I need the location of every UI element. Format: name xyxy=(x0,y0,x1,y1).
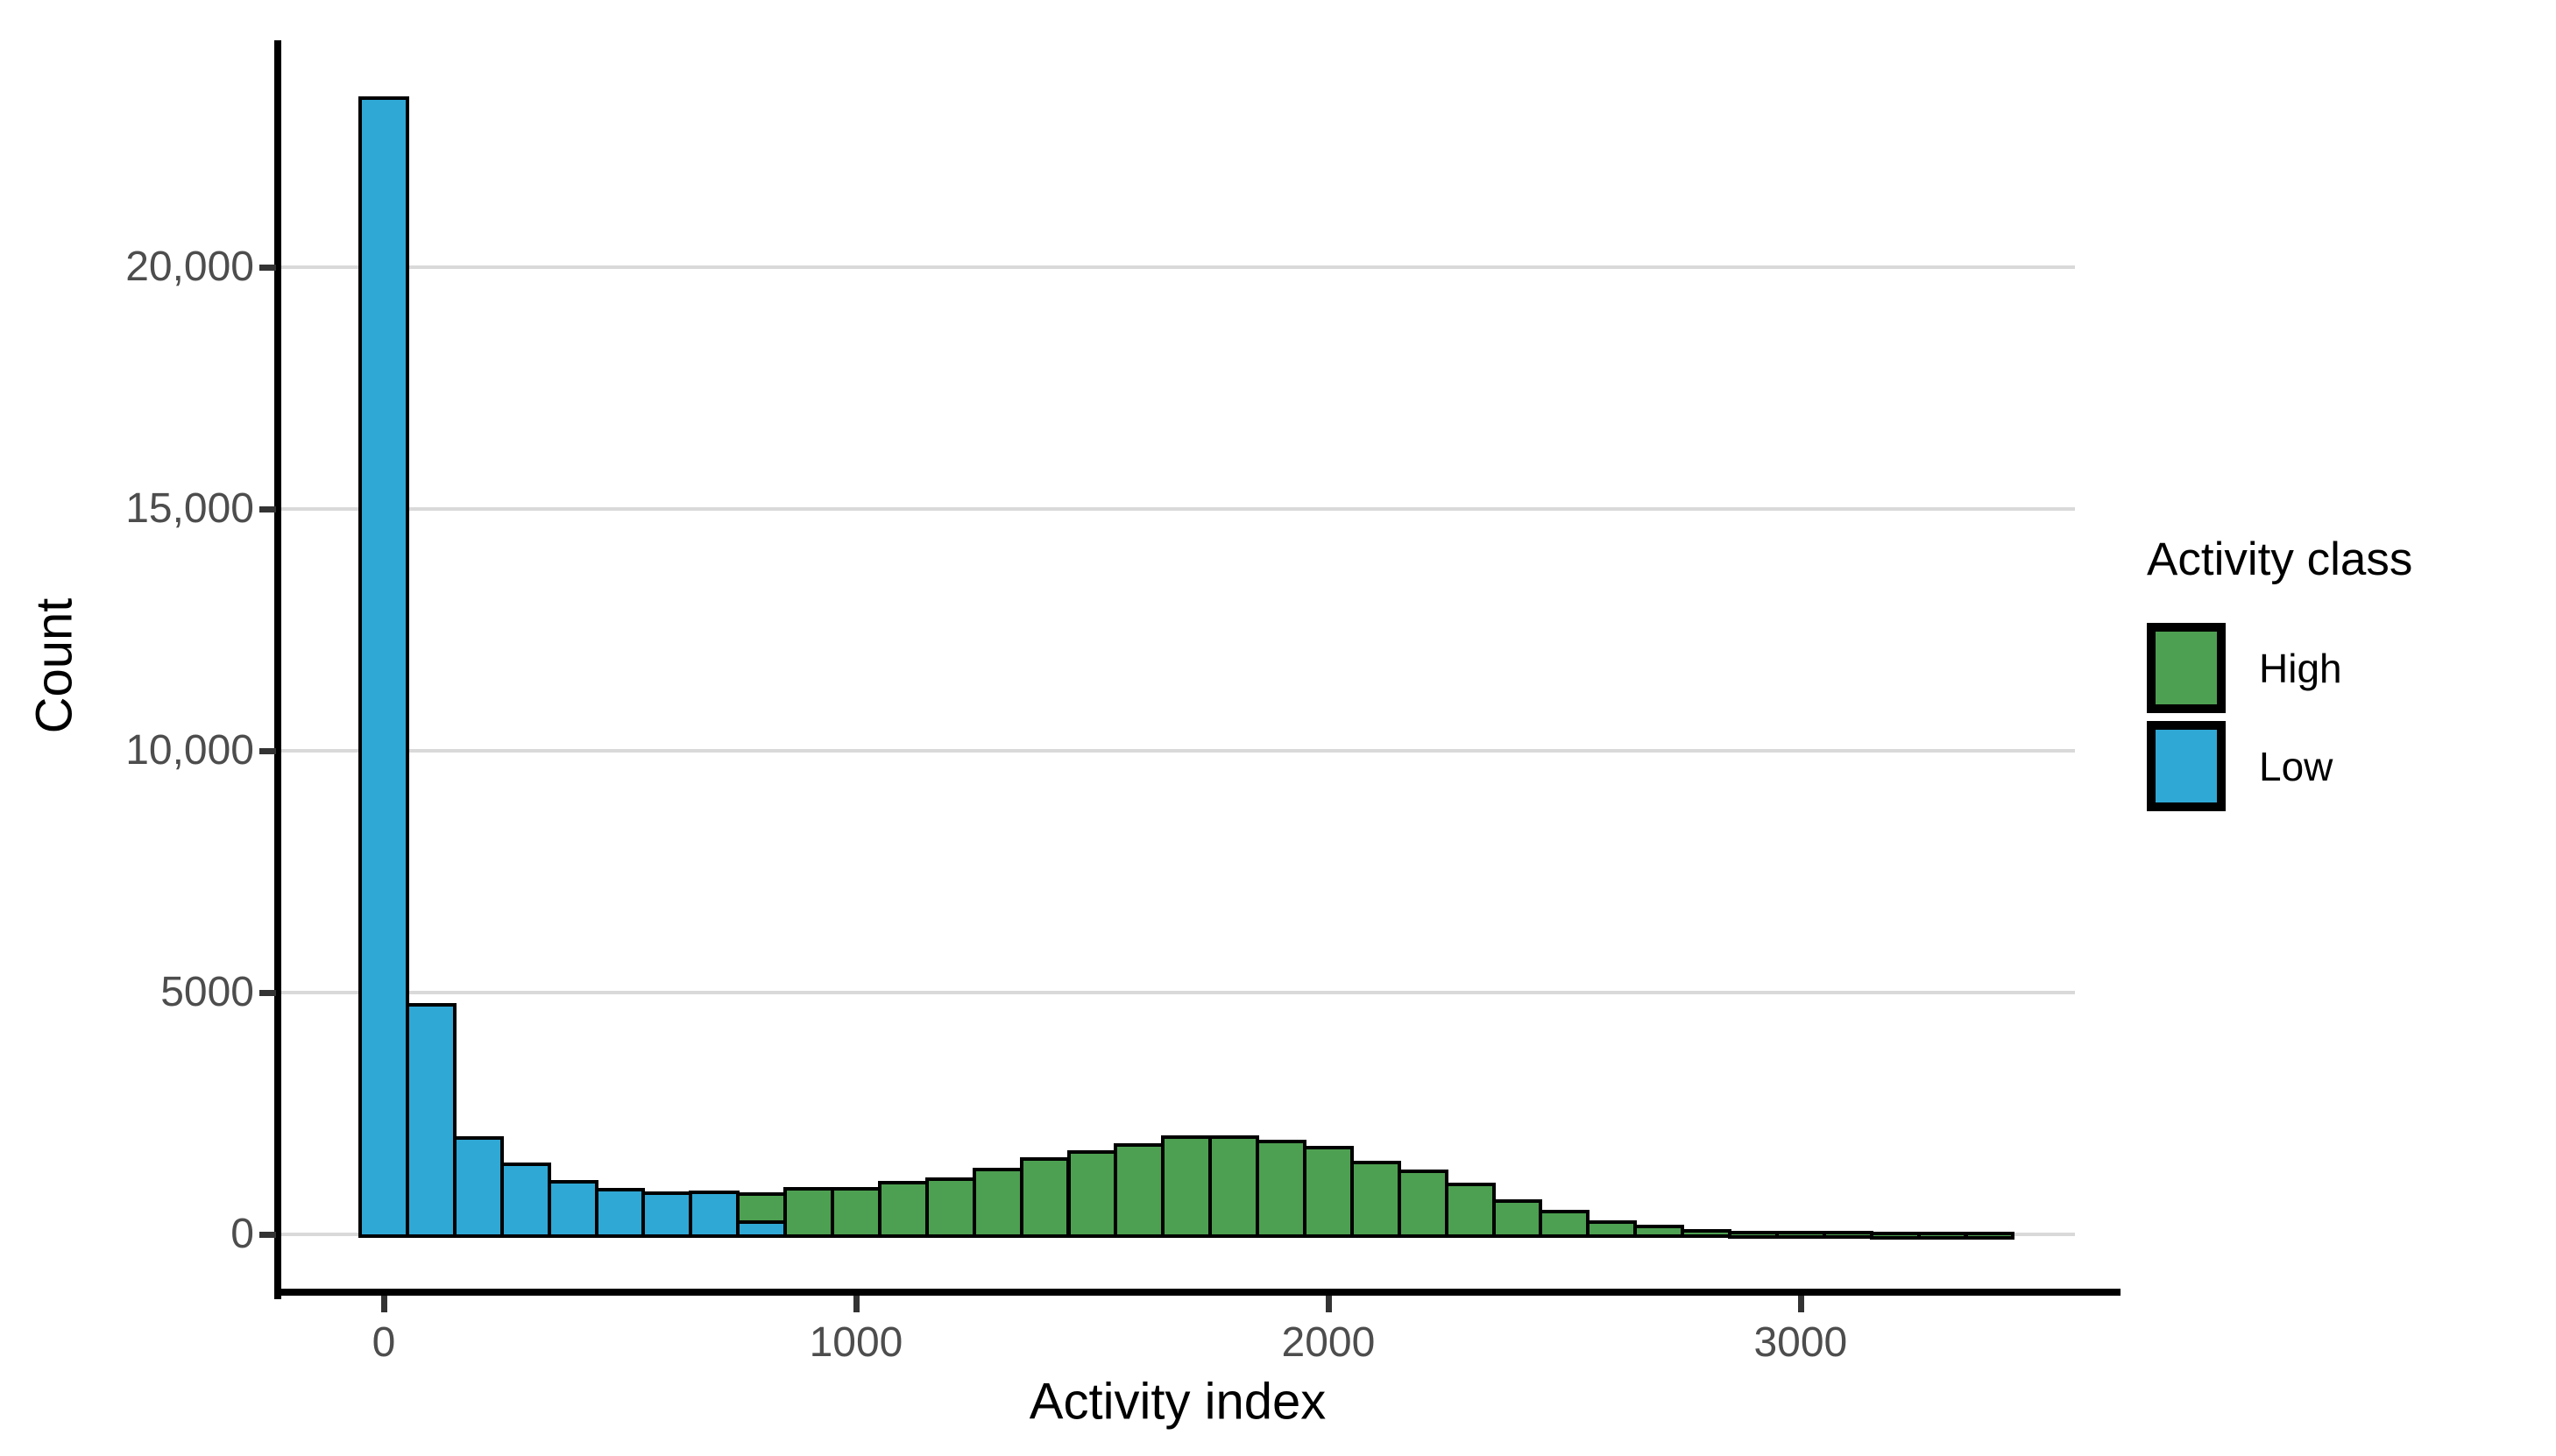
histogram-bar-high xyxy=(1916,1231,1968,1240)
x-tick-mark xyxy=(381,1296,388,1312)
histogram-bar-high xyxy=(1869,1231,1921,1240)
histogram-bar-high xyxy=(1349,1160,1401,1238)
histogram-bar-high xyxy=(1019,1157,1071,1238)
histogram-bar-high xyxy=(924,1177,976,1238)
legend-swatch-high xyxy=(2147,623,2226,713)
histogram-bar-high xyxy=(1444,1183,1496,1238)
histogram-bar-high xyxy=(1302,1146,1354,1238)
y-tick-mark xyxy=(259,265,276,272)
y-gridline xyxy=(280,749,2075,753)
histogram-bar-low xyxy=(547,1180,598,1238)
histogram-bar-low xyxy=(641,1191,693,1238)
x-tick-mark xyxy=(1325,1296,1332,1312)
y-tick-label: 10,000 xyxy=(125,727,254,774)
y-gridline xyxy=(280,507,2075,512)
legend-item: Low xyxy=(2147,721,2412,811)
x-tick-mark xyxy=(1797,1296,1804,1312)
x-tick-label: 3000 xyxy=(1753,1319,1848,1366)
y-tick-mark xyxy=(259,506,276,513)
histogram-bar-high xyxy=(1633,1225,1685,1238)
histogram-bar-high xyxy=(1256,1140,1306,1238)
y-tick-mark xyxy=(259,748,276,755)
histogram-bar-high xyxy=(1822,1231,1873,1240)
histogram-bar-low xyxy=(405,1002,457,1238)
histogram-bar-high xyxy=(1208,1135,1260,1238)
histogram-bar-high xyxy=(1586,1220,1638,1238)
x-axis-title: Activity index xyxy=(1029,1373,1327,1431)
histogram-bar-high xyxy=(1397,1170,1448,1238)
y-tick-label: 0 xyxy=(230,1211,254,1257)
histogram-bar-high xyxy=(877,1180,929,1238)
legend-swatch-low xyxy=(2147,721,2226,811)
legend-item: High xyxy=(2147,623,2412,713)
histogram-bar-low xyxy=(689,1190,740,1238)
y-tick-label: 5000 xyxy=(160,969,254,1016)
legend-title: Activity class xyxy=(2147,534,2413,585)
y-tick-label: 15,000 xyxy=(125,485,254,533)
histogram-bar-high xyxy=(736,1192,788,1225)
histogram-bar-low xyxy=(594,1187,646,1238)
y-tick-label: 20,000 xyxy=(125,244,254,291)
histogram-bar-low xyxy=(358,96,409,1238)
y-gridline xyxy=(280,265,2075,270)
x-tick-mark xyxy=(853,1296,860,1312)
histogram-bar-high xyxy=(831,1186,882,1238)
histogram-bar-high xyxy=(1774,1231,1826,1240)
legend-label: High xyxy=(2259,645,2342,691)
x-tick-label: 1000 xyxy=(809,1319,903,1366)
histogram-bar-high xyxy=(1491,1199,1543,1238)
histogram-bar-low xyxy=(452,1135,504,1238)
histogram-bar-high xyxy=(1114,1142,1165,1238)
y-axis-line xyxy=(274,40,281,1299)
histogram-bar-high xyxy=(1964,1232,2015,1240)
legend-items: High Low xyxy=(2147,623,2412,811)
histogram-bar-low xyxy=(499,1162,551,1238)
histogram-bar-high xyxy=(1539,1210,1590,1238)
histogram-bar-high xyxy=(783,1187,835,1238)
x-tick-label: 2000 xyxy=(1281,1319,1376,1366)
y-tick-mark xyxy=(259,990,276,997)
x-axis-line xyxy=(274,1289,2121,1296)
histogram-bar-high xyxy=(1681,1228,1732,1238)
y-axis-title: Count xyxy=(25,597,83,734)
legend: Activity class High Low xyxy=(2147,533,2412,819)
histogram-bar-high xyxy=(1728,1230,1779,1239)
y-gridline xyxy=(280,991,2075,995)
y-tick-mark xyxy=(259,1232,276,1238)
histogram-bar-high xyxy=(1161,1134,1213,1238)
x-tick-label: 0 xyxy=(372,1319,396,1366)
legend-label: Low xyxy=(2259,743,2333,789)
histogram-bar-high xyxy=(972,1168,1023,1238)
histogram-bar-high xyxy=(1066,1150,1118,1238)
